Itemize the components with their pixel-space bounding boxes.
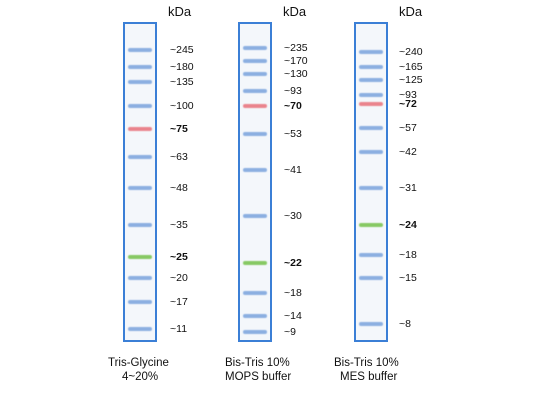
lane-caption: Bis-Tris 10% MES buffer — [334, 356, 464, 384]
marker-band-57kda — [359, 126, 383, 130]
marker-label: ~93 — [284, 85, 302, 97]
marker-label: ~70 — [284, 100, 302, 112]
marker-band-17kda — [128, 300, 152, 304]
marker-label: ~130 — [284, 68, 308, 80]
caption-line-1: Bis-Tris 10% — [334, 357, 399, 369]
unit-label: kDa — [283, 4, 307, 19]
marker-band-24kda — [359, 223, 383, 227]
marker-label: ~17 — [170, 296, 188, 308]
marker-band-20kda — [128, 276, 152, 280]
marker-label: ~35 — [170, 219, 188, 231]
gel-lane — [354, 22, 388, 342]
marker-label: ~63 — [170, 151, 188, 163]
marker-label: ~30 — [284, 210, 302, 222]
caption-line-1: Tris-Glycine — [108, 357, 169, 369]
marker-band-130kda — [243, 72, 267, 76]
marker-label: ~57 — [399, 122, 417, 134]
marker-band-100kda — [128, 104, 152, 108]
unit-label: kDa — [399, 4, 423, 19]
marker-label: ~25 — [170, 251, 188, 263]
marker-label: ~165 — [399, 61, 423, 73]
marker-band-48kda — [128, 186, 152, 190]
marker-label: ~18 — [284, 287, 302, 299]
marker-label: ~72 — [399, 98, 417, 110]
marker-label: ~20 — [170, 272, 188, 284]
marker-label: ~170 — [284, 55, 308, 67]
marker-band-93kda — [243, 89, 267, 93]
marker-label: ~24 — [399, 219, 417, 231]
marker-band-72kda — [359, 102, 383, 106]
marker-band-170kda — [243, 59, 267, 63]
gel-lane — [123, 22, 157, 342]
marker-band-53kda — [243, 132, 267, 136]
marker-band-35kda — [128, 223, 152, 227]
marker-band-8kda — [359, 322, 383, 326]
ladder-panel-bis-tris-mes: kDa Bis-Tris 10% MES buffer ~240 ~165 ~125… — [334, 0, 484, 400]
marker-band-18kda — [243, 291, 267, 295]
marker-band-93kda — [359, 93, 383, 97]
marker-band-41kda — [243, 168, 267, 172]
marker-band-18kda — [359, 253, 383, 257]
marker-band-9kda — [243, 330, 267, 334]
ladder-panel-tris-glycine: kDa Tris-Glycine 4~20% ~245 ~180 ~135 ~100 ~… — [108, 0, 248, 400]
marker-label: ~53 — [284, 128, 302, 140]
marker-band-75kda — [128, 127, 152, 131]
marker-band-31kda — [359, 186, 383, 190]
marker-label: ~42 — [399, 146, 417, 158]
marker-label: ~15 — [399, 272, 417, 284]
marker-band-15kda — [359, 276, 383, 280]
marker-label: ~245 — [170, 44, 194, 56]
marker-label: ~93 — [399, 89, 417, 101]
marker-label: ~41 — [284, 164, 302, 176]
caption-line-2: MES buffer — [340, 371, 398, 383]
caption-line-2: MOPS buffer — [225, 371, 292, 383]
unit-label: kDa — [168, 4, 192, 19]
marker-label: ~100 — [170, 100, 194, 112]
marker-band-14kda — [243, 314, 267, 318]
marker-label: ~9 — [284, 326, 296, 338]
marker-band-11kda — [128, 327, 152, 331]
marker-label: ~240 — [399, 46, 423, 58]
marker-label: ~31 — [399, 182, 417, 194]
marker-band-240kda — [359, 50, 383, 54]
marker-label: ~125 — [399, 74, 423, 86]
marker-band-165kda — [359, 65, 383, 69]
marker-label: ~11 — [170, 323, 188, 335]
marker-band-245kda — [128, 48, 152, 52]
marker-band-42kda — [359, 150, 383, 154]
marker-band-235kda — [243, 46, 267, 50]
marker-label: ~14 — [284, 310, 302, 322]
marker-band-180kda — [128, 65, 152, 69]
marker-label: ~8 — [399, 318, 411, 330]
marker-label: ~235 — [284, 42, 308, 54]
gel-lane — [238, 22, 272, 342]
caption-line-2: 4~20% — [122, 371, 159, 383]
marker-label: ~180 — [170, 61, 194, 73]
marker-label: ~135 — [170, 76, 194, 88]
marker-label: ~18 — [399, 249, 417, 261]
marker-label: ~75 — [170, 123, 188, 135]
marker-band-135kda — [128, 80, 152, 84]
ladder-panel-bis-tris-mops: kDa Bis-Tris 10% MOPS buffer ~235 ~170 ~13… — [225, 0, 367, 400]
marker-band-125kda — [359, 78, 383, 82]
lane-caption: Tris-Glycine 4~20% — [108, 356, 238, 384]
marker-label: ~48 — [170, 182, 188, 194]
marker-band-63kda — [128, 155, 152, 159]
marker-band-25kda — [128, 255, 152, 259]
marker-label: ~22 — [284, 257, 302, 269]
marker-band-30kda — [243, 214, 267, 218]
marker-band-70kda — [243, 104, 267, 108]
marker-band-22kda — [243, 261, 267, 265]
lane-caption: Bis-Tris 10% MOPS buffer — [225, 356, 355, 384]
caption-line-1: Bis-Tris 10% — [225, 357, 290, 369]
